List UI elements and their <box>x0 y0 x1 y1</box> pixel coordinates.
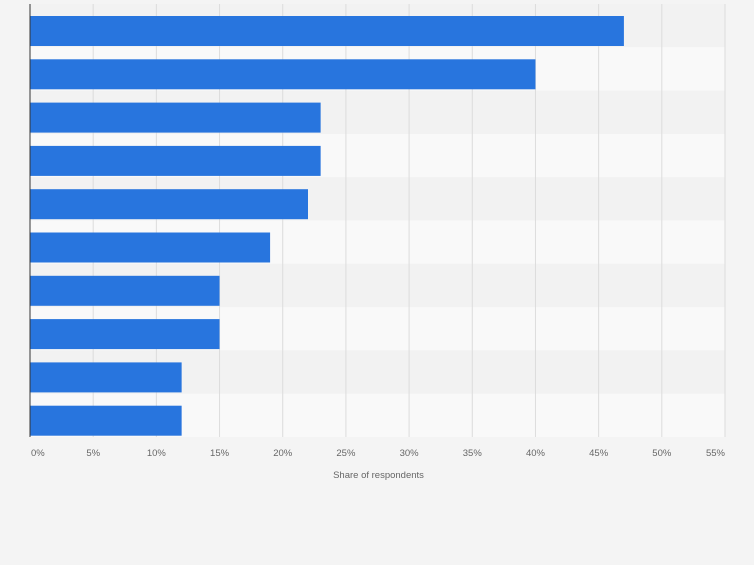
x-tick-label: 45% <box>589 448 609 459</box>
x-tick-label: 35% <box>463 448 483 459</box>
bar <box>30 59 536 90</box>
x-tick-label: 25% <box>336 448 356 459</box>
bar <box>30 145 321 176</box>
bar <box>30 16 624 46</box>
bar <box>30 275 220 306</box>
bar <box>30 362 182 393</box>
x-axis-label: Share of respondents <box>333 470 424 481</box>
bars <box>30 16 624 436</box>
x-tick-label: 15% <box>210 448 230 459</box>
bar <box>30 102 321 133</box>
x-tick-label: 40% <box>526 448 546 459</box>
x-tick-label: 50% <box>652 448 672 459</box>
x-tick-label: 0% <box>31 448 45 459</box>
x-tick-label: 55% <box>706 448 726 459</box>
bar <box>30 319 220 350</box>
x-axis-ticks: 0% 5% 10% 15% 20% 25% 30% 35% 40% 45% 50% 55% <box>31 448 726 459</box>
bar <box>30 189 308 220</box>
bar <box>30 232 271 263</box>
x-tick-label: 20% <box>273 448 293 459</box>
x-tick-label: 10% <box>147 448 167 459</box>
bar <box>30 405 182 436</box>
x-tick-label: 30% <box>400 448 420 459</box>
x-tick-label: 5% <box>86 448 100 459</box>
